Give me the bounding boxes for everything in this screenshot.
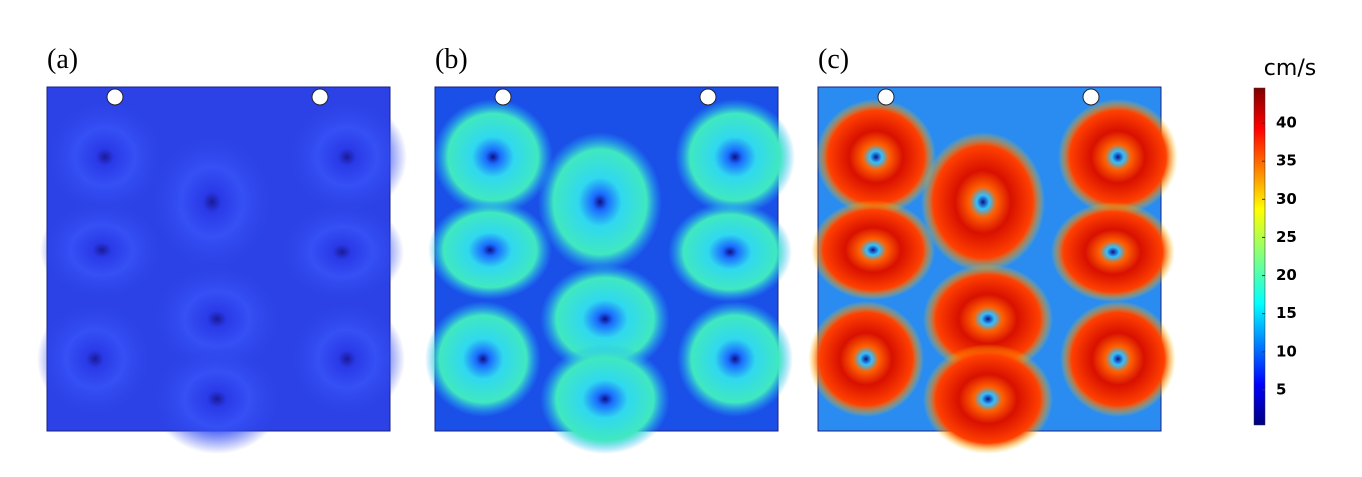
panel-label: (a) [47,44,78,75]
colorbar-tick-label: 25 [1276,228,1297,246]
vortex [150,132,274,272]
velocity-map [808,86,1178,454]
colorbar [1253,87,1266,426]
colorbar-tick-label: 10 [1276,342,1297,360]
vortex [675,99,795,215]
colorbar-tick-label: 20 [1276,266,1297,284]
velocity-map [37,86,407,454]
vortex [816,99,936,215]
vortex [921,132,1045,272]
colorbar-tick-label: 30 [1276,190,1297,208]
vortex [287,99,407,215]
inlet [311,88,329,106]
vortex [152,264,282,374]
inlet [699,88,717,106]
velocity-map [425,86,795,454]
inlet [494,88,512,106]
vortex [1058,99,1178,215]
colorbar-tick-label: 5 [1276,380,1286,398]
colorbar-tick-label: 35 [1276,152,1297,170]
vortex [923,264,1053,374]
vortex [808,301,924,417]
colorbar-tick-label: 40 [1276,114,1297,132]
vortex [428,200,552,300]
panel-label: (b) [435,44,468,75]
panel-label: (c) [818,44,849,75]
vortex [40,200,164,300]
vortex [280,202,404,302]
vortex [425,301,541,417]
colorbar-title: cm/s [1264,56,1316,81]
vortex [433,99,553,215]
vortex [538,132,662,272]
vortex [45,99,165,215]
inlet [106,88,124,106]
vortex [677,301,793,417]
inlet [1082,88,1100,106]
vortex [811,200,935,300]
vortex [289,301,405,417]
inlet [877,88,895,106]
vortex [1051,202,1175,302]
vortex [540,344,670,454]
vortex [668,202,792,302]
vortex [1060,301,1176,417]
colorbar-tick-label: 15 [1276,304,1297,322]
vortex [540,264,670,374]
vortex [923,344,1053,454]
vortex [37,301,153,417]
vortex [152,344,282,454]
